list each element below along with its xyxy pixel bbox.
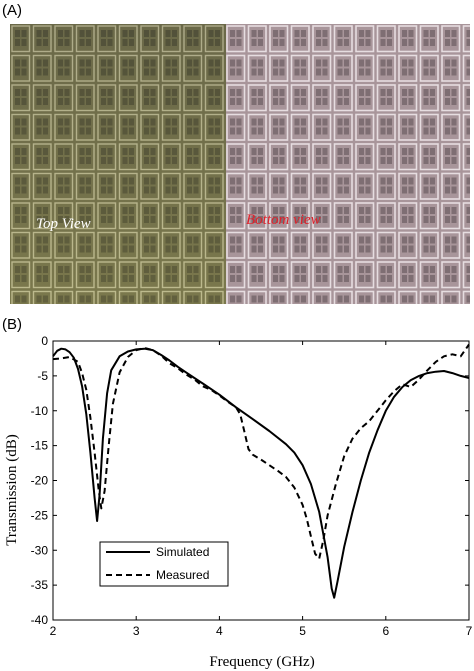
y-tick-label: -40 — [31, 613, 49, 627]
series-line-simulated — [52, 347, 470, 599]
y-tick-label: -15 — [31, 439, 49, 453]
legend-simulated-label: Simulated — [156, 545, 209, 559]
x-axis-title: Frequency (GHz) — [209, 654, 314, 670]
y-tick-label: -20 — [31, 474, 49, 488]
series-layer — [52, 343, 470, 599]
metasurface-photo: Top View Bottom view — [10, 24, 470, 304]
y-tick-label: -5 — [37, 369, 48, 383]
y-tick-label: -25 — [31, 508, 49, 522]
transmission-chart: 2 3 4 5 6 7 0 -5 -10 -15 -20 -25 -30 -35 -40 Simulated… — [4, 334, 473, 670]
series-line-measured — [52, 343, 470, 560]
y-tick-label: 0 — [41, 334, 48, 348]
x-tick-label: 2 — [50, 624, 57, 638]
y-tick-label: -30 — [31, 543, 49, 557]
legend: Simulated Measured — [99, 541, 229, 587]
bottom-view-caption: Bottom view — [246, 212, 321, 228]
x-tick-label: 4 — [216, 624, 223, 638]
x-tick-label: 7 — [466, 624, 473, 638]
legend-measured-label: Measured — [156, 568, 209, 582]
y-axis-title: Transmission (dB) — [4, 434, 20, 546]
x-tick-label: 5 — [299, 624, 306, 638]
panel-b-label: (B) — [2, 316, 22, 333]
panel-a-label: (A) — [2, 2, 22, 19]
x-tick-label: 6 — [382, 624, 389, 638]
legend-box — [99, 541, 229, 587]
y-tick-label: -10 — [31, 404, 49, 418]
y-tick-label: -35 — [31, 578, 49, 592]
top-view-caption: Top View — [36, 216, 91, 232]
bottom-view-half — [226, 24, 470, 304]
x-tick-label: 3 — [133, 624, 140, 638]
axes: 2 3 4 5 6 7 0 -5 -10 -15 -20 -25 -30 -35 -40 — [31, 334, 473, 638]
